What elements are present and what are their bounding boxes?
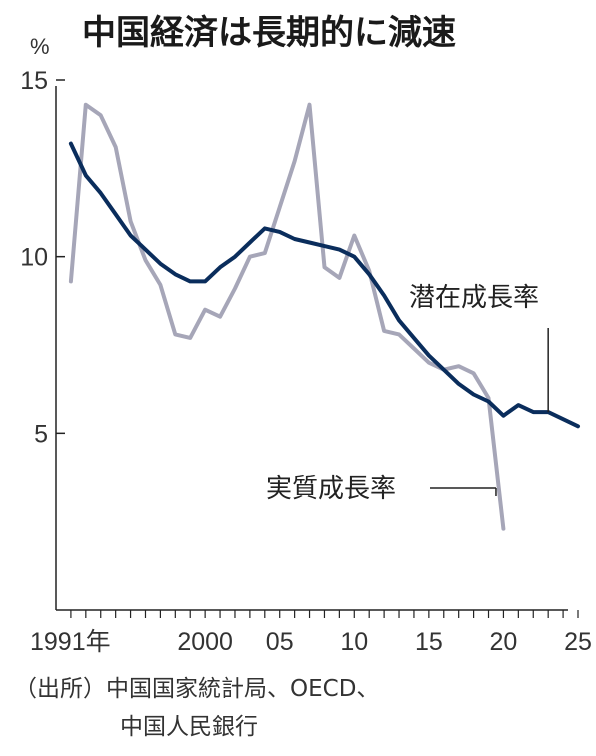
x-tick-label: 1991年 xyxy=(30,628,111,656)
y-tick-label: 5 xyxy=(34,420,48,448)
series-layer xyxy=(68,102,580,531)
y-tick-label: 10 xyxy=(20,244,48,272)
y-axis-unit-label: % xyxy=(30,34,50,59)
source-note-line-1: （出所）中国国家統計局、OECD、 xyxy=(14,676,379,702)
x-tick-label: 05 xyxy=(266,628,294,656)
chart-title: 中国経済は長期的に減速 xyxy=(82,13,456,53)
real-growth-series-label: 実質成長率 xyxy=(266,474,396,504)
potential-growth-series-label: 潜在成長率 xyxy=(409,283,539,313)
series-line-real-growth xyxy=(68,102,506,531)
x-tick-label: 10 xyxy=(340,628,368,656)
x-tick-label: 20 xyxy=(490,628,518,656)
axes: 5 10 15 1991年 2000 05 10 15 20 25 xyxy=(20,67,592,656)
source-note-line-2: 中国人民銀行 xyxy=(120,714,258,740)
y-tick-label: 15 xyxy=(20,67,48,95)
series-line-potential-growth xyxy=(68,141,580,429)
x-tick-label: 15 xyxy=(415,628,443,656)
x-tick-label: 25 xyxy=(564,628,592,656)
x-tick-label: 2000 xyxy=(177,628,233,656)
